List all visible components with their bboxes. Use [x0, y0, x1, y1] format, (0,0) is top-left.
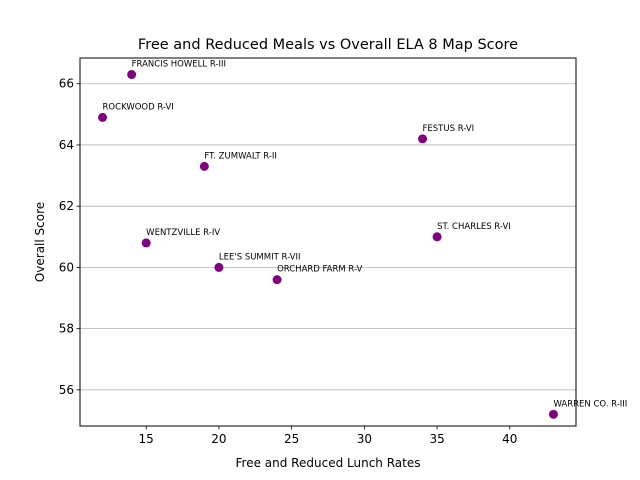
data-point [141, 238, 151, 248]
data-point-label: WENTZVILLE R-IV [146, 228, 220, 238]
y-tick-label: 64 [59, 138, 74, 152]
plot-frame [79, 57, 577, 427]
data-point-label: ST. CHARLES R-VI [437, 222, 511, 232]
data-point [199, 161, 209, 171]
data-point-label: ORCHARD FARM R-V [277, 265, 362, 275]
x-tick-label: 25 [284, 432, 299, 446]
data-points [98, 70, 558, 419]
x-tick-label: 40 [502, 432, 517, 446]
grid-lines [80, 83, 576, 391]
y-axis-label: Overall Score [33, 202, 47, 282]
x-tick-label: 30 [357, 432, 372, 446]
x-tick-label: 35 [429, 432, 444, 446]
y-tick-label: 60 [59, 260, 74, 274]
data-point-label: ROCKWOOD R-VI [103, 102, 174, 112]
chart-title: Free and Reduced Meals vs Overall ELA 8 … [138, 37, 518, 53]
y-tick-label: 62 [59, 199, 74, 213]
data-point [98, 112, 108, 122]
data-point-label: FRANCIS HOWELL R-III [132, 60, 226, 70]
data-point-label: FESTUS R-VI [423, 124, 475, 134]
data-point [548, 409, 558, 419]
y-tick-label: 66 [59, 77, 74, 91]
y-tick-label: 58 [59, 322, 74, 336]
data-point-label: FT. ZUMWALT R-II [204, 151, 277, 161]
axis-ticks: 56 58 60 62 64 66 15 20 25 30 35 40 [59, 77, 518, 446]
y-tick-label: 56 [59, 383, 74, 397]
data-point [432, 232, 442, 242]
point-labels: FRANCIS HOWELL R-III ROCKWOOD R-VI FESTUS … [103, 60, 628, 410]
x-tick-label: 20 [211, 432, 226, 446]
data-point-label: WARREN CO. R-III [553, 399, 627, 409]
data-point [272, 275, 282, 285]
x-axis-label: Free and Reduced Lunch Rates [236, 456, 421, 470]
x-tick-label: 15 [139, 432, 154, 446]
data-point [214, 262, 224, 272]
data-point [127, 70, 137, 80]
data-point-label: LEE'S SUMMIT R-VII [219, 252, 301, 262]
data-point [418, 134, 428, 144]
